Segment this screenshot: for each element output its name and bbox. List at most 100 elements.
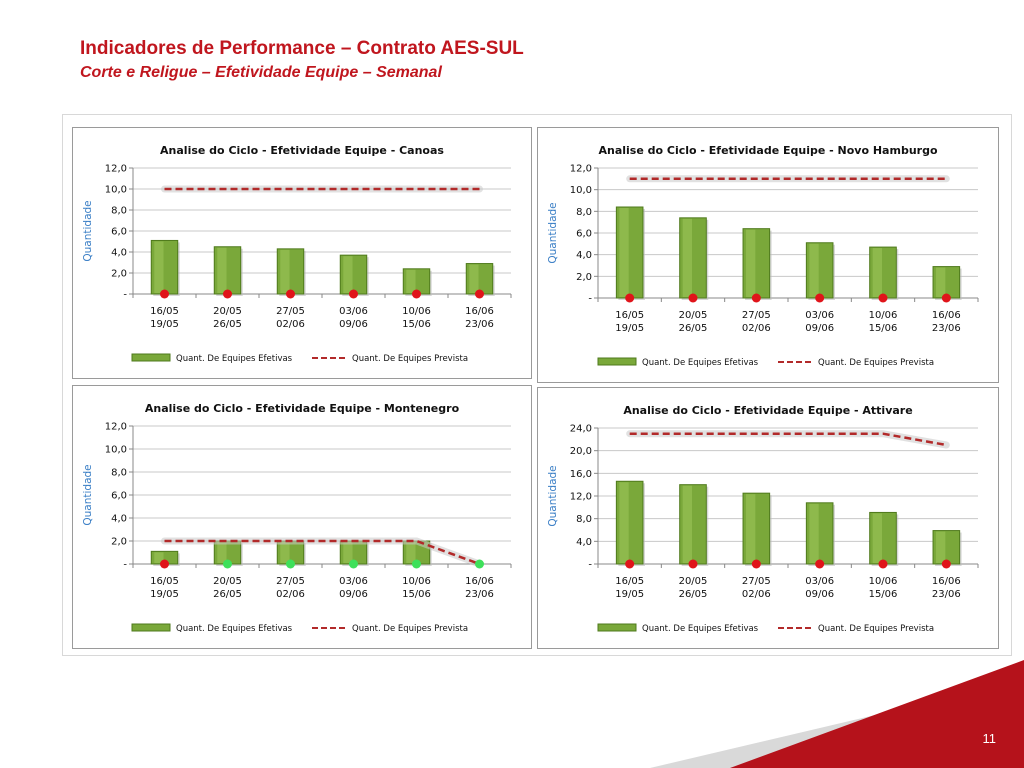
y-tick-label: 12,0 <box>570 492 592 503</box>
x-tick-label: 16/05 <box>150 306 179 317</box>
x-tick-label: 10/06 <box>402 306 431 317</box>
x-tick-label: 15/06 <box>869 323 898 334</box>
x-tick-label: 16/05 <box>615 576 644 587</box>
bar-highlight <box>746 494 756 563</box>
x-tick-label: 23/06 <box>932 323 961 334</box>
x-tick-label: 26/05 <box>213 589 242 600</box>
bar <box>465 263 494 295</box>
page-title: Indicadores de Performance – Contrato AE… <box>80 38 524 59</box>
y-tick-label: 10,0 <box>105 445 127 456</box>
bar-highlight <box>343 542 353 563</box>
status-marker <box>815 293 825 303</box>
bar-highlight <box>872 513 883 563</box>
bar <box>339 254 368 295</box>
bar-highlight <box>746 229 756 297</box>
x-tick-label: 27/05 <box>742 576 771 587</box>
bar-highlight <box>406 269 416 293</box>
bar-highlight <box>682 218 693 297</box>
x-tick-label: 19/05 <box>615 589 644 600</box>
x-tick-label: 23/06 <box>465 319 494 330</box>
x-tick-label: 19/05 <box>615 323 644 334</box>
status-marker <box>625 559 635 569</box>
y-tick-label: 24,0 <box>570 424 592 435</box>
x-tick-label: 15/06 <box>402 319 431 330</box>
status-marker <box>286 559 295 569</box>
y-tick-label: 6,0 <box>111 491 127 502</box>
x-tick-label: 23/06 <box>465 589 494 600</box>
bar-highlight <box>809 503 819 563</box>
bar-highlight <box>154 552 164 563</box>
y-tick-label: 16,0 <box>570 469 592 480</box>
x-tick-label: 27/05 <box>742 310 771 321</box>
x-tick-label: 09/06 <box>805 589 834 600</box>
x-tick-label: 09/06 <box>805 323 834 334</box>
legend-swatch-bar <box>131 353 171 362</box>
y-axis-label: Quantidade <box>547 202 559 263</box>
y-tick-label: 2,0 <box>111 269 127 280</box>
chart-panel-attivare: Analise do Ciclo - Efetividade Equipe - … <box>537 387 999 649</box>
legend-label: Quant. De Equipes Efetivas <box>642 624 759 634</box>
status-marker <box>941 559 951 569</box>
y-tick-label: - <box>123 290 127 301</box>
chart-panel-montenegro: Analise do Ciclo - Efetividade Equipe - … <box>72 385 532 649</box>
y-tick-label: - <box>123 560 127 571</box>
x-tick-label: 26/05 <box>679 589 708 600</box>
legend-label: Quant. De Equipes Prevista <box>352 624 468 634</box>
y-tick-label: 8,0 <box>576 207 592 218</box>
page-subtitle: Corte e Religue – Efetividade Equipe – S… <box>80 64 442 81</box>
x-tick-label: 20/05 <box>213 306 242 317</box>
x-tick-label: 27/05 <box>276 306 305 317</box>
y-tick-label: 12,0 <box>570 164 592 175</box>
y-tick-label: 12,0 <box>105 164 127 175</box>
x-tick-label: 23/06 <box>932 589 961 600</box>
bar-highlight <box>217 542 227 563</box>
x-tick-label: 20/05 <box>213 576 242 587</box>
chart-svg: Analise do Ciclo - Efetividade Equipe - … <box>547 404 979 634</box>
chart-title: Analise do Ciclo - Efetividade Equipe - … <box>623 404 912 417</box>
bar-highlight <box>280 249 290 293</box>
status-marker <box>688 559 698 569</box>
x-tick-label: 10/06 <box>869 310 898 321</box>
bar <box>805 242 834 299</box>
y-axis-label: Quantidade <box>547 465 559 526</box>
y-tick-label: 8,0 <box>111 468 127 479</box>
chart-title: Analise do Ciclo - Efetividade Equipe - … <box>145 402 460 415</box>
status-marker <box>878 293 888 303</box>
bar <box>150 239 179 295</box>
y-tick-label: 8,0 <box>576 514 592 525</box>
x-tick-label: 03/06 <box>805 576 834 587</box>
bar-highlight <box>469 264 479 293</box>
x-tick-label: 20/05 <box>679 310 708 321</box>
x-tick-label: 26/05 <box>213 319 242 330</box>
planned-line <box>629 432 947 447</box>
chart-svg: Analise do Ciclo - Efetividade Equipe - … <box>82 402 512 634</box>
x-tick-label: 20/05 <box>679 576 708 587</box>
bar-highlight <box>343 256 353 293</box>
y-tick-label: - <box>588 294 592 305</box>
y-axis-label: Quantidade <box>82 200 94 261</box>
status-marker <box>286 289 295 299</box>
legend-label: Quant. De Equipes Prevista <box>352 354 468 364</box>
x-tick-label: 09/06 <box>339 319 368 330</box>
chart-panel-novo-hamburgo: Analise do Ciclo - Efetividade Equipe - … <box>537 127 999 383</box>
y-tick-label: 2,0 <box>111 537 127 548</box>
status-marker <box>412 559 421 569</box>
status-marker <box>751 559 761 569</box>
legend-label: Quant. De Equipes Prevista <box>818 624 934 634</box>
status-marker <box>688 293 698 303</box>
x-tick-label: 26/05 <box>679 323 708 334</box>
y-tick-label: 6,0 <box>576 229 592 240</box>
status-marker <box>223 289 232 299</box>
status-marker <box>223 559 232 569</box>
x-tick-label: 16/06 <box>932 310 961 321</box>
status-marker <box>878 559 888 569</box>
legend-label: Quant. De Equipes Prevista <box>818 358 934 368</box>
chart-svg: Analise do Ciclo - Efetividade Equipe - … <box>82 144 512 364</box>
y-tick-label: 4,0 <box>576 537 592 548</box>
bar-highlight <box>619 482 629 563</box>
status-marker <box>412 289 421 299</box>
chart-panel-canoas: Analise do Ciclo - Efetividade Equipe - … <box>72 127 532 379</box>
chart-title: Analise do Ciclo - Efetividade Equipe - … <box>160 144 444 157</box>
bar-highlight <box>619 208 629 297</box>
y-tick-label: 2,0 <box>576 272 592 283</box>
